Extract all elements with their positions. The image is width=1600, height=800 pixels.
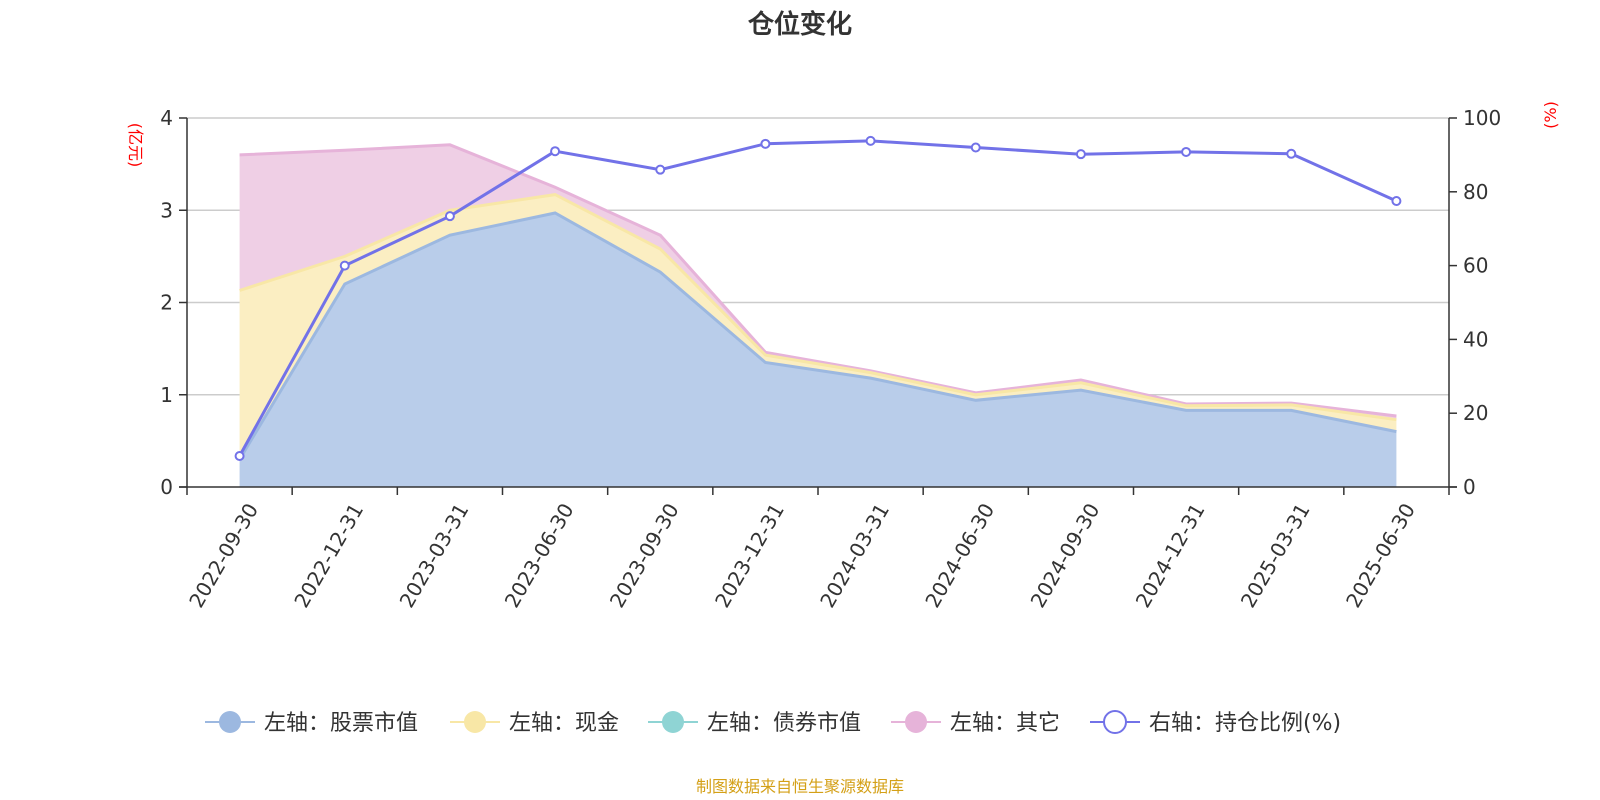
x-axis-tick-label: 2024-03-31 xyxy=(815,499,894,612)
ratio-point xyxy=(760,138,771,149)
legend-label: 右轴：持仓比例(%) xyxy=(1149,711,1341,736)
left-axis-tick-label: 0 xyxy=(160,475,173,499)
right-axis-tick-label: 60 xyxy=(1463,254,1488,278)
x-axis-tick-label: 2023-09-30 xyxy=(605,499,684,612)
ratio-point xyxy=(234,451,245,462)
ratio-point xyxy=(444,211,455,222)
ratio-point xyxy=(1286,148,1297,159)
legend-marker-icon xyxy=(662,711,684,733)
area-左轴：现金 xyxy=(239,194,1397,460)
area-左轴：其它 xyxy=(239,144,1397,420)
ratio-point xyxy=(339,260,350,271)
right-axis-tick-label: 80 xyxy=(1463,180,1488,204)
area-edge-左轴：现金 xyxy=(239,193,1397,422)
ratio-line xyxy=(238,139,1398,457)
legend-label: 左轴：股票市值 xyxy=(264,711,418,736)
area-左轴：股票市值 xyxy=(239,213,1397,487)
ratio-point xyxy=(865,135,876,146)
legend-label: 左轴：债券市值 xyxy=(707,711,861,736)
x-axis-tick-label: 2024-06-30 xyxy=(920,499,999,612)
chart-title: 仓位变化 xyxy=(747,9,852,40)
legend-marker-icon xyxy=(219,711,241,733)
ratio-point xyxy=(1391,196,1402,207)
ratio-point xyxy=(970,142,981,153)
legend-item: 左轴：其它 xyxy=(891,711,1060,736)
data-source-note: 制图数据来自恒生聚源数据库 xyxy=(696,777,904,796)
right-axis-tick-label: 100 xyxy=(1463,106,1501,130)
left-axis-tick-label: 2 xyxy=(160,291,173,315)
x-axis-tick-label: 2022-09-30 xyxy=(184,499,263,612)
ratio-line-series xyxy=(234,135,1402,462)
legend-label: 左轴：现金 xyxy=(509,711,619,736)
ratio-point xyxy=(550,146,561,157)
area-edge-左轴：其它 xyxy=(239,143,1397,418)
x-axis-tick-label: 2024-09-30 xyxy=(1026,499,1105,612)
legend-marker-icon xyxy=(905,711,927,733)
legend-item: 左轴：现金 xyxy=(450,711,619,736)
x-axis-tick-label: 2023-03-31 xyxy=(395,499,474,612)
x-axis-tick-label: 2024-12-31 xyxy=(1131,499,1210,612)
legend-marker-icon xyxy=(1103,710,1127,734)
legend: 左轴：股票市值 左轴：现金 左轴：债券市值 左轴：其它 右轴：持仓比例(%) xyxy=(205,710,1341,736)
x-axis-tick-label: 2023-06-30 xyxy=(500,499,579,612)
right-axis-tick-label: 40 xyxy=(1463,327,1488,351)
x-axis-tick-label: 2022-12-31 xyxy=(289,499,368,612)
left-axis-tick-label: 1 xyxy=(160,383,173,407)
area-edge-左轴：股票市值 xyxy=(238,211,1397,461)
ratio-point xyxy=(1181,146,1192,157)
left-axis-tick-label: 3 xyxy=(160,198,173,222)
legend-item: 左轴：股票市值 xyxy=(205,711,418,736)
left-axis-unit: (亿元) xyxy=(126,123,145,168)
legend-label: 左轴：其它 xyxy=(950,711,1060,736)
ratio-point xyxy=(655,164,666,175)
right-axis-tick-label: 0 xyxy=(1463,475,1476,499)
legend-marker-icon xyxy=(464,711,486,733)
legend-item: 左轴：债券市值 xyxy=(648,711,861,736)
right-axis-unit: (%) xyxy=(1541,101,1560,129)
ratio-point xyxy=(1075,149,1086,160)
x-axis-tick-label: 2025-03-31 xyxy=(1236,499,1315,612)
stacked-areas xyxy=(238,143,1397,487)
left-axis-tick-label: 4 xyxy=(160,106,173,130)
x-axis-tick-label: 2023-12-31 xyxy=(710,499,789,612)
right-axis-tick-label: 20 xyxy=(1463,401,1488,425)
legend-item: 右轴：持仓比例(%) xyxy=(1090,710,1341,736)
x-axis-tick-label: 2025-06-30 xyxy=(1341,499,1420,612)
